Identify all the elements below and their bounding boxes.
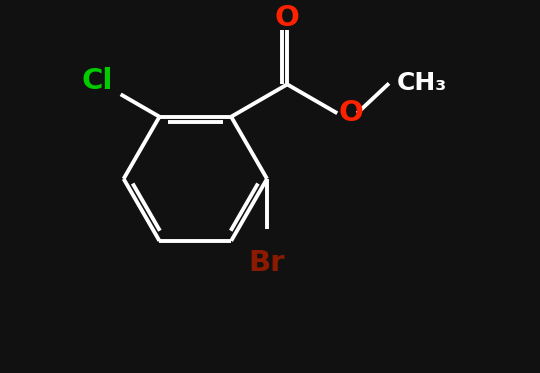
Text: O: O bbox=[339, 99, 363, 127]
Text: CH₃: CH₃ bbox=[397, 71, 447, 95]
Text: Cl: Cl bbox=[82, 67, 113, 95]
Text: O: O bbox=[275, 4, 300, 32]
Text: Br: Br bbox=[249, 250, 285, 278]
